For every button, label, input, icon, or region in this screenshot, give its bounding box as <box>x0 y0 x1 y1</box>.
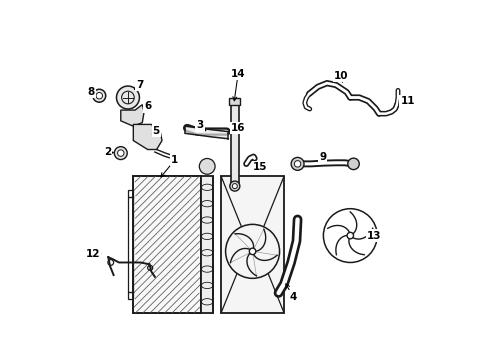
Text: 2: 2 <box>103 147 111 157</box>
Bar <box>230 105 238 184</box>
Text: 12: 12 <box>85 248 100 258</box>
Bar <box>133 176 201 313</box>
Circle shape <box>249 248 255 255</box>
Text: 8: 8 <box>87 87 95 97</box>
Text: 10: 10 <box>333 71 348 81</box>
Bar <box>221 176 284 313</box>
Circle shape <box>290 157 304 170</box>
Circle shape <box>116 86 139 109</box>
Text: 1: 1 <box>171 155 178 165</box>
Circle shape <box>96 93 102 99</box>
Circle shape <box>229 181 239 191</box>
Circle shape <box>323 209 376 262</box>
Circle shape <box>225 224 279 278</box>
Circle shape <box>346 232 353 239</box>
Text: 16: 16 <box>230 123 245 133</box>
Bar <box>128 190 133 299</box>
Circle shape <box>232 184 237 189</box>
Circle shape <box>347 158 359 170</box>
Circle shape <box>117 150 124 156</box>
Circle shape <box>294 161 300 167</box>
Polygon shape <box>133 125 162 149</box>
Text: 13: 13 <box>366 231 381 240</box>
Polygon shape <box>185 126 228 139</box>
Text: 6: 6 <box>144 102 151 112</box>
Circle shape <box>199 158 215 174</box>
Text: 3: 3 <box>196 121 203 130</box>
Text: 5: 5 <box>152 126 160 135</box>
Text: 9: 9 <box>319 152 325 162</box>
Circle shape <box>114 147 127 159</box>
Text: 7: 7 <box>136 80 143 90</box>
Text: 11: 11 <box>400 96 414 106</box>
Text: 15: 15 <box>252 162 267 172</box>
Polygon shape <box>121 105 144 126</box>
Bar <box>201 176 212 313</box>
Text: 14: 14 <box>230 69 245 79</box>
Text: 4: 4 <box>288 292 296 302</box>
Bar <box>229 98 240 105</box>
Circle shape <box>93 89 105 102</box>
